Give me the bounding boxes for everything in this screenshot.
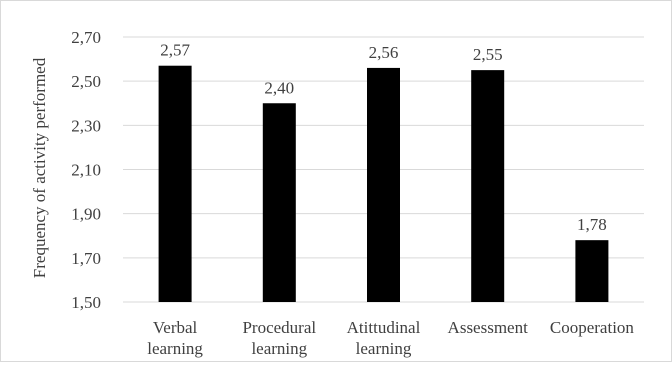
data-label: 2,56 [369,43,399,62]
x-tick-label: learning [147,339,203,358]
y-tick-label: 1,50 [71,293,101,312]
bar [575,240,609,302]
y-tick-label: 2,10 [71,161,101,180]
bars [158,65,609,303]
bar [158,65,192,302]
bar [471,70,505,302]
bar [367,67,400,303]
value-labels: 2,57 2,40 2,56 2,55 1,78 [160,41,607,234]
data-label: 2,40 [264,78,294,97]
x-tick-label: Cooperation [550,318,635,337]
bar [262,103,296,302]
data-label: 2,55 [473,45,503,64]
y-tick-label: 2,70 [71,28,101,47]
y-axis-title: Frequency of activity performed [30,57,49,278]
y-tick-label: 1,70 [71,249,101,268]
x-tick-label: learning [356,339,412,358]
y-tick-label: 2,30 [71,116,101,135]
x-tick-label: Assessment [448,318,529,337]
x-axis-ticks: Verbal learning Procedural learning Atittudi… [147,318,634,358]
x-tick-label: learning [251,339,307,358]
x-tick-label: Procedural [242,318,316,337]
data-label: 2,57 [160,41,190,60]
y-axis-ticks: 1,50 1,70 1,90 2,10 2,30 2,50 2,70 [71,28,101,312]
x-tick-label: Verbal [153,318,198,337]
data-label: 1,78 [577,215,607,234]
y-tick-label: 2,50 [71,72,101,91]
y-tick-label: 1,90 [71,205,101,224]
x-tick-label: Atittudinal [347,318,421,337]
